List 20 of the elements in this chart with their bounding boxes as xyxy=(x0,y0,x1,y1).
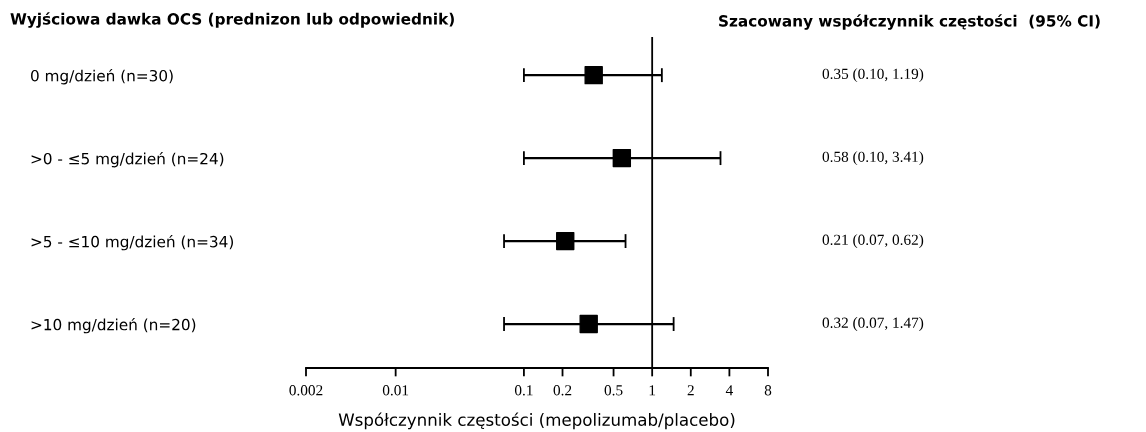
text: Szacowany współczynnik częstości (95% CI) xyxy=(719,14,1100,30)
data-label: 0.35 (0.10, 1.19) xyxy=(822,68,924,83)
chart-title: Wyjściowa dawka OCS (prednizon lub odpowiednik) xyxy=(10,12,454,28)
x-tick-label: 1 xyxy=(649,385,656,396)
x-tick-label: 4 xyxy=(725,385,733,396)
x-tick-label: 8 xyxy=(764,385,772,396)
x-axis-title: Współczynnik częstości (mepolizumab/placebo) xyxy=(338,412,735,430)
y-tick-label: >5 - ≤10 mg/dzień (n=34) xyxy=(31,234,234,251)
x-tick-label: 0.2 xyxy=(553,385,572,396)
data-label: 0.32 (0.07, 1.47) xyxy=(822,317,924,331)
data-label: 0.21 (0.07, 0.62) xyxy=(822,234,924,248)
x-tick-label: 0.002 xyxy=(289,385,323,396)
y-tick-label: >0 - ≤5 mg/dzień (n=24) xyxy=(31,152,224,168)
y-tick-label: >10 mg/dzień (n=20) xyxy=(31,317,196,334)
y-tick-label: 0 mg/dzień (n=30) xyxy=(31,69,173,85)
x-tick-label: 0.5 xyxy=(604,385,623,396)
x-tick-label: 0.01 xyxy=(382,385,409,396)
x-tick-label: 0.1 xyxy=(514,385,533,396)
x-tick-label: 2 xyxy=(687,385,694,396)
data-label: 0.58 (0.10, 3.41) xyxy=(822,151,924,166)
